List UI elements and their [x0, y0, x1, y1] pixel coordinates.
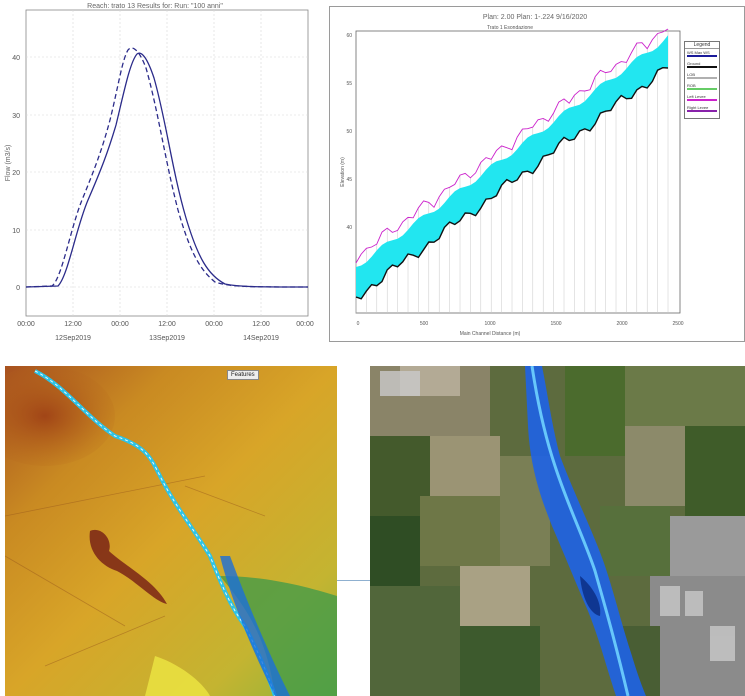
features-label[interactable]: Features — [227, 370, 259, 380]
flood-extent — [525, 366, 646, 696]
legend-swatch — [687, 110, 717, 112]
buildings — [380, 371, 735, 661]
y-tick-label: 40 — [346, 225, 352, 231]
legend-label: WS Max WS — [687, 50, 710, 55]
y-tick-label: 40 — [12, 55, 20, 62]
legend-swatch — [687, 77, 717, 79]
legend-swatch — [687, 99, 717, 101]
y-tick-label: 55 — [346, 81, 352, 87]
y-tick-label: 45 — [346, 177, 352, 183]
date-label: 12Sep2019 — [55, 335, 91, 342]
legend-item: WS Max WS — [687, 50, 719, 59]
profile-title: Plan: 2.00 Plan: 1-.224 9/16/2020 — [483, 14, 587, 21]
x-ticks: 0 500 1000 1500 2000 2500 — [357, 321, 684, 327]
hydrograph-title: Reach: trato 13 Results for: Run: "100 a… — [87, 3, 223, 10]
date-label: 14Sep2019 — [243, 335, 279, 342]
x-tick-label: 2000 — [616, 321, 627, 327]
x-tick-label: 0 — [357, 321, 360, 327]
x-ticks: 00:00 12:00 00:00 12:00 00:00 12:00 00:0… — [17, 321, 314, 342]
flood-map-panel[interactable] — [370, 366, 745, 696]
legend-item: Right Levee — [687, 105, 719, 114]
hydrograph-panel: Reach: trato 13 Results for: Run: "100 a… — [0, 0, 318, 345]
terrain-map-panel[interactable]: Features — [5, 366, 337, 696]
y-tick-label: 10 — [12, 228, 20, 235]
y-tick-label: 60 — [346, 33, 352, 39]
river-channel — [530, 366, 630, 696]
y-ticks: 60 55 50 45 40 — [346, 33, 352, 231]
x-tick-label: 00:00 — [17, 321, 35, 328]
profile-legend: Legend WS Max WS Ground LOB ROB Left Lev… — [684, 41, 720, 119]
legend-item: Left Levee — [687, 94, 719, 103]
y-ticks: 40 30 20 10 0 — [12, 55, 20, 292]
legend-item: ROB — [687, 83, 719, 92]
y-axis-label: Flow (m3/s) — [5, 145, 12, 182]
y-tick-label: 20 — [12, 170, 20, 177]
profile-subtitle: Trato 1 Esondazione — [487, 25, 533, 31]
legend-swatch — [687, 55, 717, 57]
legend-swatch — [687, 88, 717, 90]
ground-line — [355, 66, 669, 300]
legend-item: LOB — [687, 72, 719, 81]
flood-map[interactable] — [370, 366, 745, 696]
hydrograph-chart: Reach: trato 13 Results for: Run: "100 a… — [5, 3, 314, 342]
water-surface-area — [356, 35, 668, 299]
y-axis-label: Elevation (m) — [340, 157, 346, 187]
x-tick-label: 1500 — [550, 321, 561, 327]
legend-item: Ground — [687, 61, 719, 70]
inflow-hydrograph-line — [25, 47, 309, 288]
legend-label: LOB — [687, 72, 696, 77]
legend-label: Right Levee — [687, 105, 709, 110]
cross-section-markers — [34, 370, 276, 696]
connector-line — [337, 580, 370, 581]
legend-label: ROB — [687, 83, 696, 88]
field-parcels — [370, 366, 745, 696]
x-tick-label: 12:00 — [252, 321, 270, 328]
x-tick-label: 12:00 — [158, 321, 176, 328]
terrain-map[interactable] — [5, 366, 337, 696]
depression-area — [89, 529, 167, 604]
y-tick-label: 0 — [16, 285, 20, 292]
x-axis-label: Main Channel Distance (m) — [460, 331, 521, 337]
x-tick-label: 12:00 — [64, 321, 82, 328]
x-tick-label: 00:00 — [205, 321, 223, 328]
x-tick-label: 1000 — [484, 321, 495, 327]
date-label: 13Sep2019 — [149, 335, 185, 342]
levee-line — [355, 28, 669, 264]
outflow-hydrograph-line — [25, 52, 309, 288]
x-tick-label: 2500 — [672, 321, 683, 327]
x-tick-label: 00:00 — [111, 321, 129, 328]
legend-label: Ground — [687, 61, 701, 66]
legend-swatch — [687, 66, 717, 68]
legend-title: Legend — [685, 42, 719, 49]
y-tick-label: 50 — [346, 129, 352, 135]
profile-panel: Plan: 2.00 Plan: 1-.224 9/16/2020 Trato … — [329, 6, 745, 342]
legend-label: Left Levee — [687, 94, 706, 99]
x-tick-label: 00:00 — [296, 321, 314, 328]
y-tick-label: 30 — [12, 113, 20, 120]
x-tick-label: 500 — [420, 321, 429, 327]
profile-chart: Plan: 2.00 Plan: 1-.224 9/16/2020 Trato … — [340, 14, 684, 337]
